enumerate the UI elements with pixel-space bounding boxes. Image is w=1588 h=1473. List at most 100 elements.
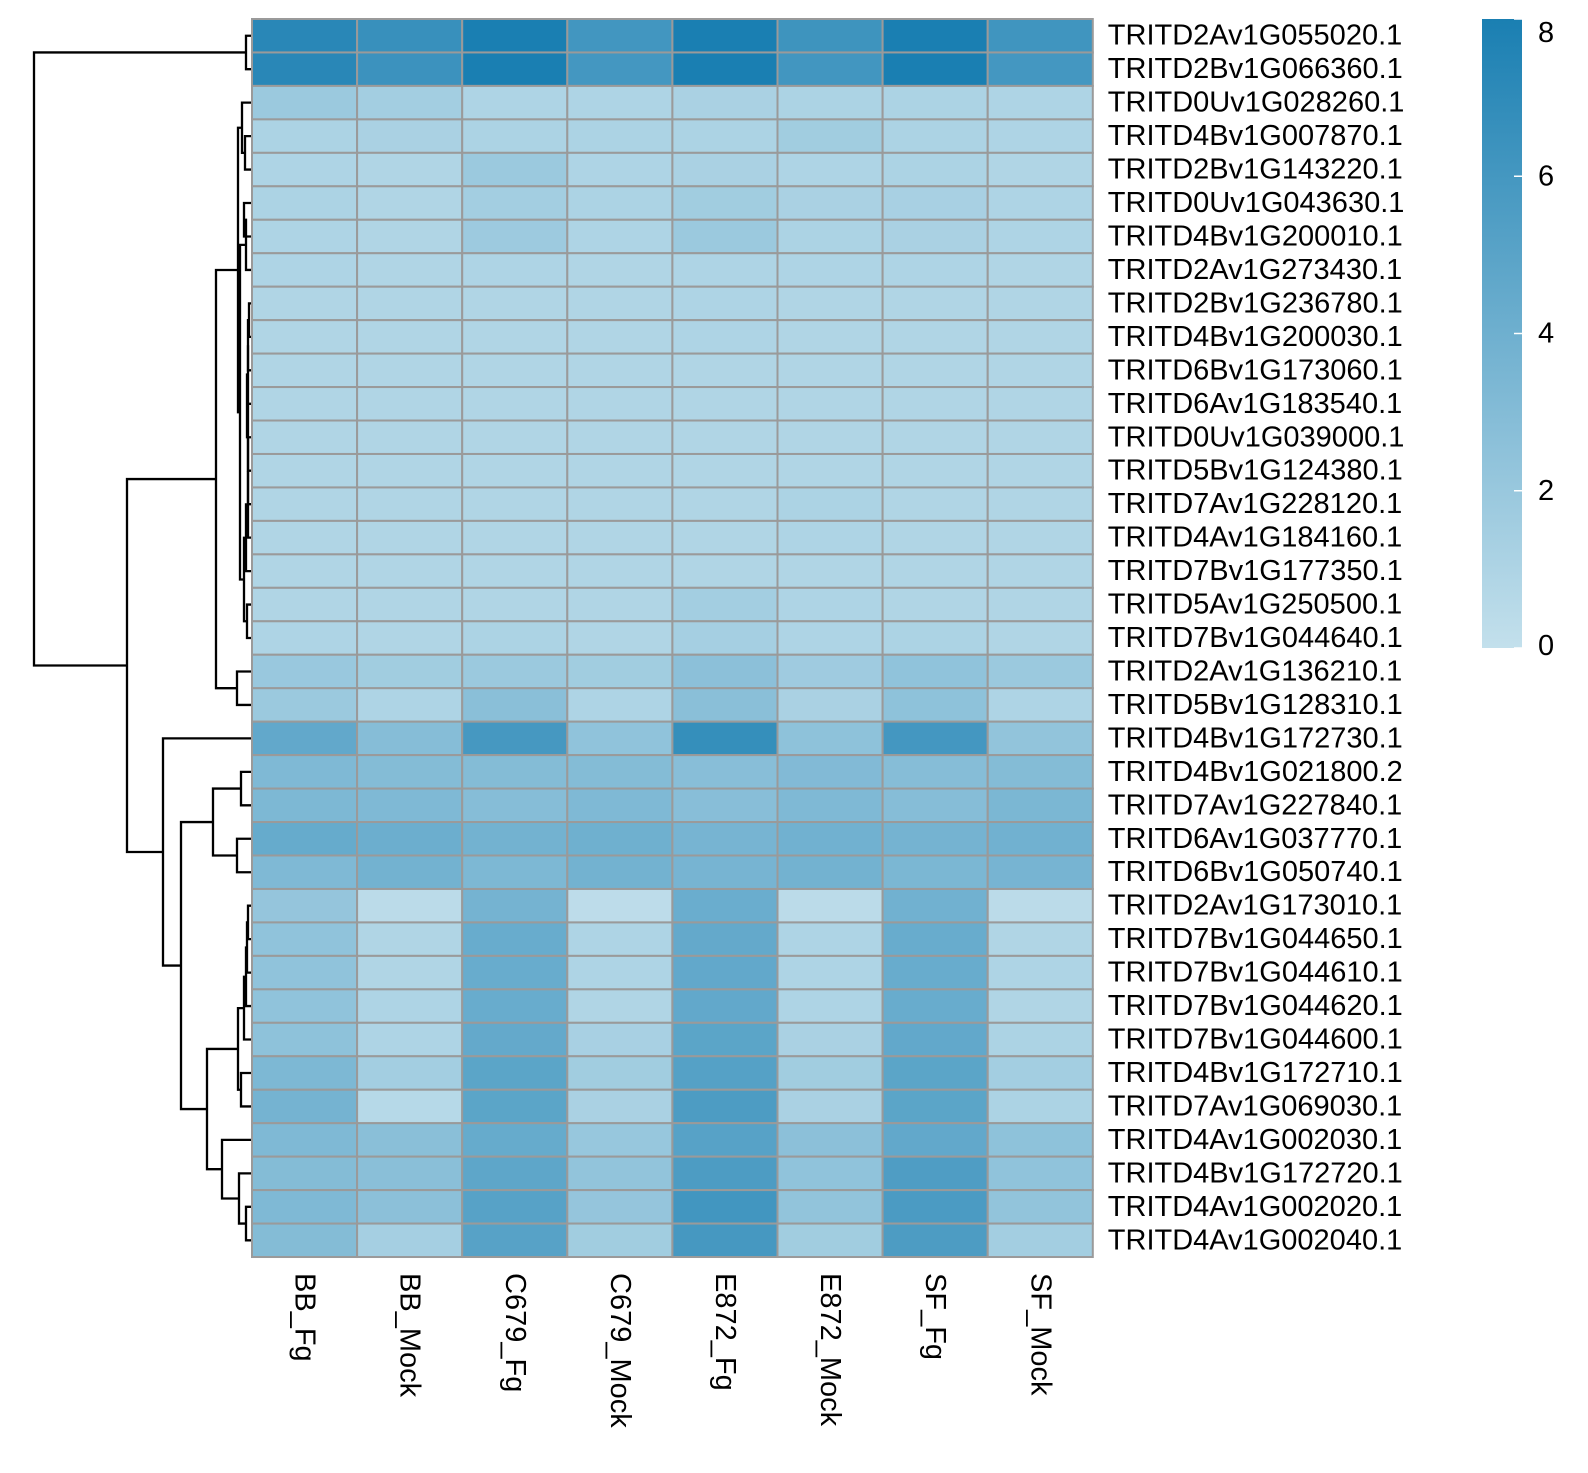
heatmap-cell <box>986 51 1094 87</box>
heatmap-cell <box>251 988 359 1024</box>
row-label: TRITD4Av1G002030.1 <box>1108 1124 1402 1156</box>
heatmap-cells <box>251 18 1094 1259</box>
heatmap-cell <box>986 285 1094 322</box>
heatmap-cell <box>356 1122 464 1158</box>
heatmap-cell <box>566 1021 674 1058</box>
heatmap-cell <box>986 620 1094 656</box>
heatmap-cell <box>671 1222 779 1259</box>
heatmap-cell <box>986 1055 1094 1091</box>
heatmap-cell <box>986 1189 1094 1225</box>
row-label: TRITD2Av1G173010.1 <box>1108 890 1402 922</box>
heatmap-cell <box>356 18 464 54</box>
heatmap-cell <box>251 386 359 422</box>
heatmap-cell <box>986 84 1094 121</box>
heatmap-cell <box>461 1189 569 1225</box>
heatmap-cell <box>356 51 464 87</box>
heatmap-cell <box>986 118 1094 154</box>
heatmap-cell <box>251 553 359 589</box>
heatmap-cell <box>986 653 1094 690</box>
heatmap-cell <box>566 887 674 924</box>
heatmap-cell <box>881 84 989 121</box>
heatmap-cell <box>461 84 569 121</box>
row-label: TRITD6Av1G037770.1 <box>1108 823 1402 855</box>
heatmap-cell <box>776 386 884 422</box>
heatmap-cell <box>881 51 989 87</box>
heatmap-cell <box>986 151 1094 188</box>
heatmap-cell <box>776 1088 884 1125</box>
heatmap-cell <box>356 1155 464 1192</box>
heatmap-cell <box>671 1122 779 1158</box>
heatmap-cell <box>356 386 464 422</box>
heatmap-cell <box>881 185 989 221</box>
heatmap-cell <box>881 151 989 188</box>
heatmap-cell <box>671 954 779 991</box>
heatmap-cell <box>356 519 464 556</box>
heatmap-cell <box>566 1189 674 1225</box>
heatmap-cell <box>776 653 884 690</box>
heatmap-cell <box>461 319 569 355</box>
row-label: TRITD2Bv1G066360.1 <box>1108 53 1403 85</box>
heatmap-cell <box>566 854 674 890</box>
heatmap-cell <box>986 452 1094 489</box>
heatmap-cell <box>671 218 779 255</box>
heatmap-cell <box>356 319 464 355</box>
heatmap-cell <box>671 787 779 824</box>
heatmap-cell <box>356 653 464 690</box>
heatmap-cell <box>461 687 569 723</box>
heatmap-cell <box>671 754 779 790</box>
heatmap-cell <box>251 1055 359 1091</box>
row-label: TRITD6Av1G183540.1 <box>1108 388 1402 420</box>
heatmap-cell <box>566 118 674 154</box>
heatmap-cell <box>986 720 1094 757</box>
heatmap-cell <box>356 1189 464 1225</box>
heatmap-cell <box>671 285 779 322</box>
heatmap-cell <box>566 84 674 121</box>
heatmap-cell <box>356 352 464 389</box>
heatmap-cell <box>671 386 779 422</box>
heatmap-cell <box>251 921 359 957</box>
heatmap-cell <box>881 887 989 924</box>
row-label: TRITD7Av1G069030.1 <box>1108 1090 1402 1122</box>
heatmap-cell <box>461 1055 569 1091</box>
heatmap-cell <box>566 319 674 355</box>
row-label: TRITD6Bv1G173060.1 <box>1108 354 1403 386</box>
heatmap-cell <box>461 419 569 455</box>
heatmap-cell <box>461 1088 569 1125</box>
heatmap-cell <box>461 1155 569 1192</box>
heatmap-cell <box>881 1189 989 1225</box>
heatmap-cell <box>881 988 989 1024</box>
heatmap-cell <box>356 252 464 288</box>
heatmap-cell <box>671 1021 779 1058</box>
row-label: TRITD2Av1G136210.1 <box>1108 655 1402 687</box>
heatmap-cell <box>881 386 989 422</box>
legend-tick-label: 6 <box>1538 160 1554 192</box>
heatmap-cell <box>566 821 674 857</box>
heatmap-cell <box>881 252 989 288</box>
heatmap-cell <box>986 386 1094 422</box>
heatmap-cell <box>251 787 359 824</box>
heatmap-cell <box>986 1155 1094 1192</box>
heatmap-cell <box>986 553 1094 589</box>
heatmap-cell <box>881 519 989 556</box>
heatmap-cell <box>251 452 359 489</box>
heatmap-cell <box>356 988 464 1024</box>
heatmap-cell <box>356 620 464 656</box>
heatmap-cell <box>461 151 569 188</box>
heatmap-cell <box>566 252 674 288</box>
heatmap-cell <box>356 486 464 522</box>
dendrogram-branch <box>235 837 252 874</box>
heatmap-cell <box>356 185 464 221</box>
row-label: TRITD7Av1G228120.1 <box>1108 488 1402 520</box>
heatmap-cell <box>461 51 569 87</box>
heatmap-cell <box>251 285 359 322</box>
heatmap-cell <box>251 687 359 723</box>
heatmap-cell <box>356 118 464 154</box>
heatmap-cell <box>776 452 884 489</box>
dendrogram-branch <box>243 134 252 171</box>
heatmap-cell <box>776 118 884 154</box>
heatmap-cell <box>881 1122 989 1158</box>
heatmap-cell <box>356 452 464 489</box>
heatmap-cell <box>566 51 674 87</box>
dendrogram-branch <box>161 737 252 967</box>
heatmap-cell <box>986 787 1094 824</box>
